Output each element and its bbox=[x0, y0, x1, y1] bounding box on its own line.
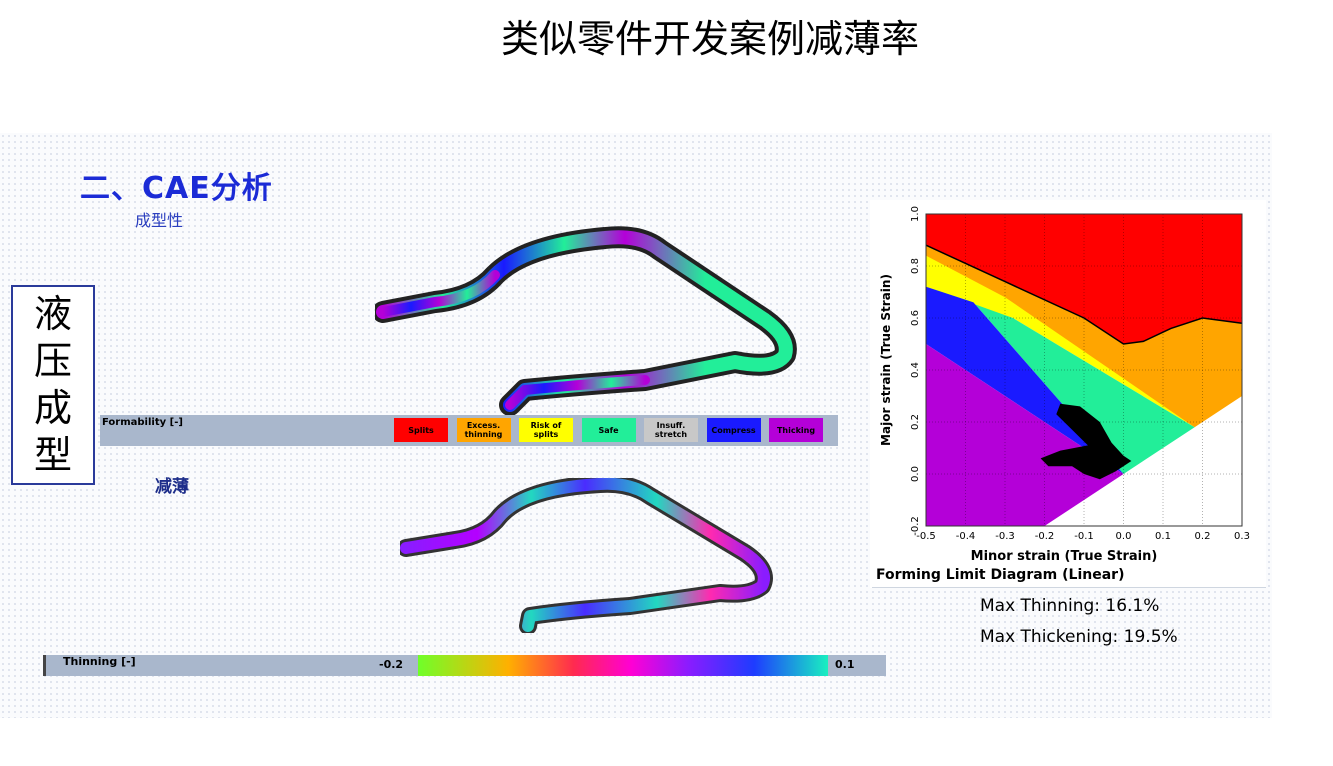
forming-limit-diagram: -0.5 -0.4 -0.3 -0.2 -0.1 0.0 0.1 0.2 0.3 -0.2 0.0 0… bbox=[870, 200, 1266, 588]
vertical-label-box: 液 压 成 型 bbox=[11, 285, 95, 485]
fld-y-tick-label: 0.2 bbox=[910, 414, 921, 430]
fld-region-risk bbox=[926, 255, 1195, 428]
legend-swatch: Thicking bbox=[769, 418, 823, 442]
thinning-scale-title: Thinning [-] bbox=[63, 655, 136, 668]
thinning-scale-min: -0.2 bbox=[379, 658, 404, 671]
fld-y-tick-label: 1.0 bbox=[910, 206, 921, 222]
fld-x-tick-label: 0.3 bbox=[1234, 531, 1250, 542]
thinning-label: 减薄 bbox=[155, 477, 189, 497]
fld-x-tick-label: 0.2 bbox=[1195, 531, 1211, 542]
fld-y-tick-label: 0.4 bbox=[910, 362, 921, 378]
fld-x-tick-label: 0.1 bbox=[1155, 531, 1171, 542]
fld-x-axis-label: Minor strain (True Strain) bbox=[971, 549, 1158, 564]
fld-strain-points bbox=[1040, 403, 1132, 480]
vertical-char: 压 bbox=[33, 339, 72, 383]
fld-region-splits bbox=[926, 214, 1242, 344]
formability-legend: Formability [-] Splits Excess. thinning Ri… bbox=[100, 415, 838, 446]
thinning-gradient bbox=[418, 655, 828, 676]
max-thinning-text: Max Thinning: 16.1% bbox=[980, 596, 1160, 616]
fld-y-tick-label: 0.6 bbox=[910, 310, 921, 326]
section-subheading: 成型性 bbox=[135, 211, 184, 230]
legend-swatch: Safe bbox=[581, 418, 636, 442]
thinning-scale-max: 0.1 bbox=[835, 658, 855, 671]
fld-region-excess bbox=[926, 245, 1242, 428]
fld-divider bbox=[872, 587, 1266, 588]
fld-x-tick-label: -0.4 bbox=[956, 531, 976, 542]
fld-frame bbox=[925, 213, 1243, 527]
legend-swatch: Compress bbox=[706, 418, 761, 442]
legend-swatch: Splits bbox=[394, 418, 448, 442]
thinning-scale-bar: Thinning [-] -0.2 0.1 bbox=[43, 655, 886, 676]
fld-limit-curve bbox=[925, 244, 1243, 345]
legend-swatch: Risk of splits bbox=[519, 418, 573, 442]
fld-region-safe bbox=[926, 286, 1195, 474]
fld-y-tick-label: 0.0 bbox=[910, 466, 921, 482]
vertical-char: 液 bbox=[33, 292, 72, 336]
vertical-char: 型 bbox=[33, 433, 72, 477]
legend-swatch: Excess. thinning bbox=[456, 418, 511, 442]
section-heading: 二、CAE分析 bbox=[80, 171, 273, 206]
slide-title: 类似零件开发案例减薄率 bbox=[500, 17, 919, 61]
fld-y-axis-label: Major strain (True Strain) bbox=[879, 274, 893, 446]
vertical-char: 成 bbox=[33, 386, 72, 430]
fld-x-tick-label: -0.1 bbox=[1074, 531, 1094, 542]
fld-region-thick bbox=[926, 344, 1124, 526]
legend-swatch: Insuff. stretch bbox=[644, 418, 698, 442]
fld-x-tick-label: -0.2 bbox=[1035, 531, 1055, 542]
fld-plot: -0.5 -0.4 -0.3 -0.2 -0.1 0.0 0.1 0.2 0.3 -0.2 0.0 0… bbox=[879, 206, 1250, 564]
fld-x-tick-label: -0.3 bbox=[995, 531, 1015, 542]
fld-x-tick-label: 0.0 bbox=[1116, 531, 1132, 542]
fld-x-tick-label: -0.5 bbox=[916, 531, 936, 542]
fld-y-tick-label: 0.8 bbox=[910, 258, 921, 274]
fld-y-tick-label: -0.2 bbox=[910, 516, 921, 536]
max-thickening-text: Max Thickening: 19.5% bbox=[980, 627, 1178, 647]
fld-caption: Forming Limit Diagram (Linear) bbox=[876, 567, 1125, 583]
thinning-part-image bbox=[400, 478, 773, 633]
formability-legend-title: Formability [-] bbox=[102, 417, 183, 428]
formability-part-image bbox=[375, 226, 797, 415]
